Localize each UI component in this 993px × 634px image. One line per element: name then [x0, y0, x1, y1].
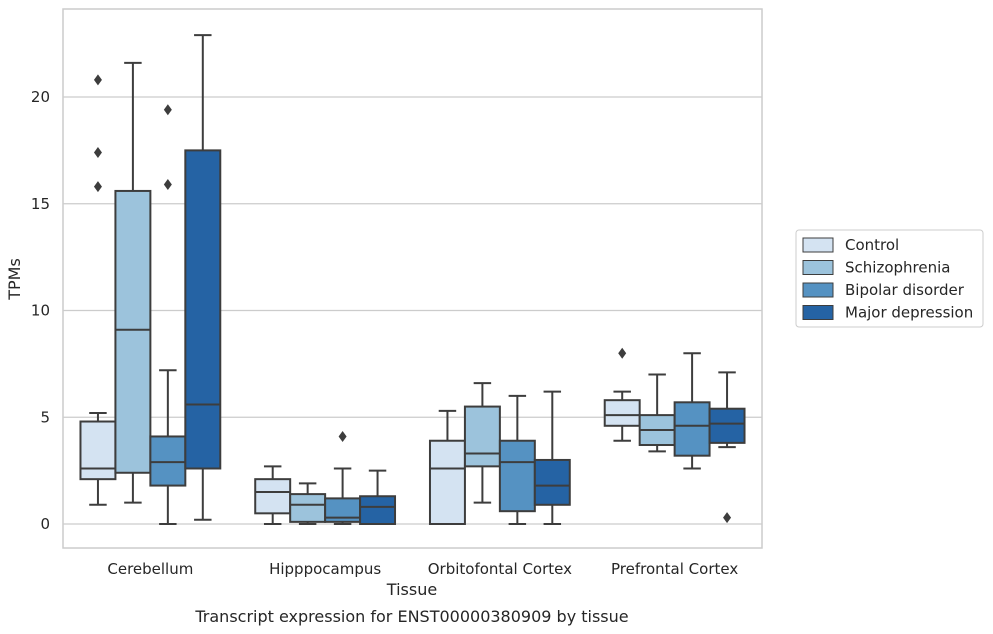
y-tick-label: 20: [31, 88, 50, 106]
y-tick-labels: 0 5 10 15 20: [31, 88, 50, 533]
box-group: [359, 469, 397, 525]
legend-label: Major depression: [845, 304, 973, 322]
box-group: [184, 34, 222, 521]
chart-caption: Transcript expression for ENST0000038090…: [194, 607, 628, 626]
box: [533, 458, 571, 506]
boxes: [79, 34, 746, 525]
box: [359, 495, 397, 525]
box-group: [114, 61, 152, 504]
box: [289, 493, 327, 523]
box-group: [289, 482, 327, 525]
box-group: [708, 371, 746, 524]
box-group: [463, 382, 501, 504]
y-tick-label: 10: [31, 302, 50, 320]
x-tick-label: Prefrontal Cortex: [611, 560, 738, 578]
x-tick-label: Orbitofontal Cortex: [428, 560, 572, 578]
box: [463, 405, 501, 468]
box: [428, 439, 466, 525]
box-group: [324, 430, 362, 525]
legend-label: Schizophrenia: [845, 259, 950, 277]
legend-swatch: [802, 282, 834, 298]
box: [79, 420, 117, 481]
legend-swatch: [802, 305, 834, 320]
box: [603, 399, 641, 427]
y-tick-label: 0: [40, 515, 50, 533]
outlier-point: [93, 181, 102, 193]
box-group: [254, 465, 292, 525]
box: [254, 478, 292, 515]
box: [184, 149, 222, 470]
box-group: [428, 409, 466, 525]
outlier-point: [338, 430, 347, 442]
y-axis-title: TPMs: [5, 258, 24, 301]
y-tick-label: 15: [31, 195, 50, 213]
x-tick-labels: Cerebellum Hipppocampus Orbitofontal Corte…: [107, 560, 738, 578]
x-axis-title: Tissue: [386, 580, 437, 599]
legend-frame: [795, 229, 984, 328]
box-group: [498, 394, 536, 525]
box: [673, 401, 711, 457]
legend-swatch: [802, 237, 834, 253]
plot-frame: [62, 8, 763, 549]
legend-label: Bipolar disorder: [845, 281, 965, 299]
outlier-point: [163, 179, 172, 191]
x-tick-label: Hipppocampus: [269, 560, 381, 578]
legend-label: Control: [845, 236, 899, 254]
box-group: [79, 74, 117, 506]
x-tick-label: Cerebellum: [107, 560, 193, 578]
legend: Control Schizophrenia Bipolar disorder Majo…: [795, 229, 984, 328]
box: [708, 407, 746, 444]
y-tick-label: 5: [40, 408, 50, 426]
box-group: [533, 390, 571, 525]
outlier-point: [163, 104, 172, 116]
outlier-point: [618, 347, 627, 359]
box-group: [149, 104, 187, 525]
box-group: [603, 347, 641, 442]
outlier-point: [93, 147, 102, 159]
box: [149, 435, 187, 487]
outlier-point: [723, 512, 732, 524]
box: [114, 189, 152, 474]
box-group: [638, 373, 676, 453]
box-group: [673, 352, 711, 470]
legend-swatch: [802, 260, 834, 275]
box: [498, 439, 536, 513]
outlier-point: [93, 74, 102, 86]
